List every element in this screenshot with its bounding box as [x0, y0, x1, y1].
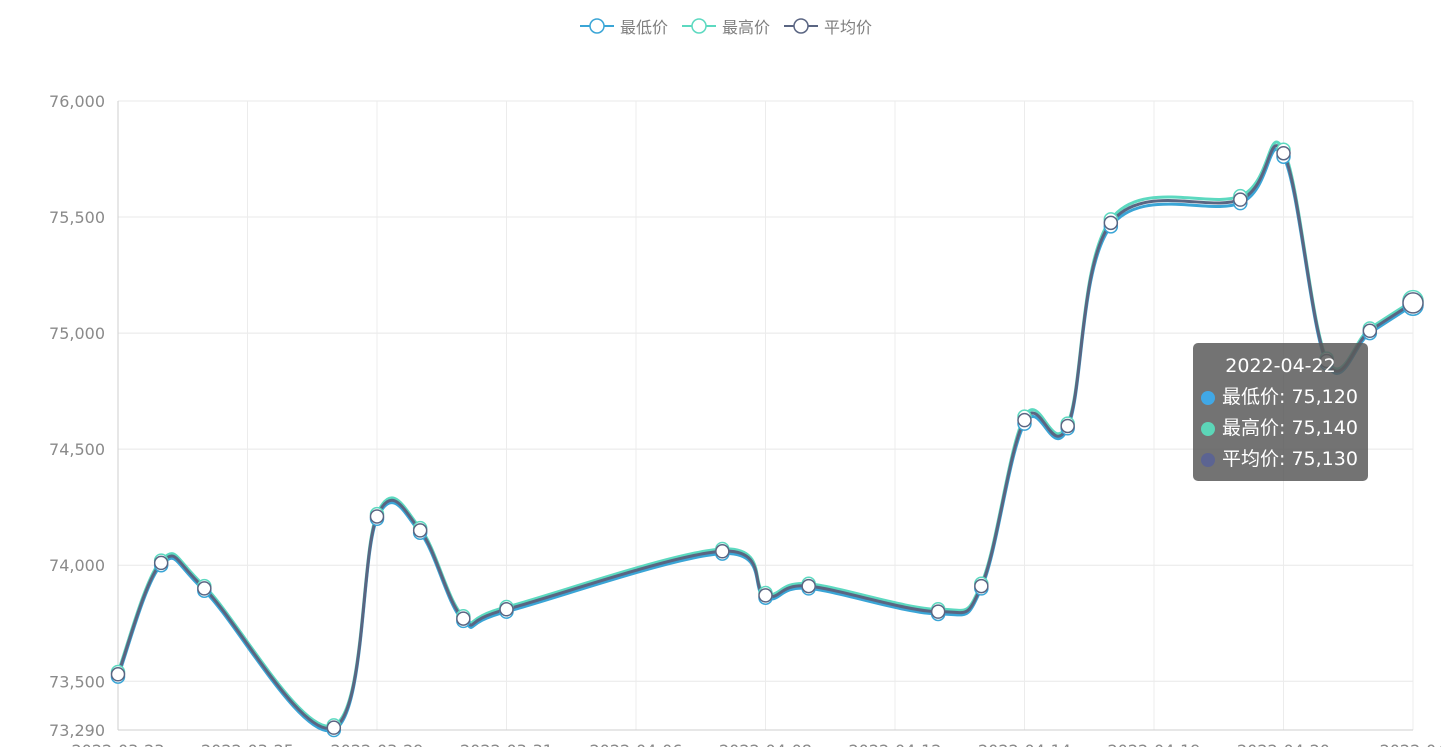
chart-tooltip: 2022-04-22 最低价: 75,120 最高价: 75,140 平均价: …	[1193, 343, 1368, 481]
data-point[interactable]	[1362, 323, 1378, 339]
data-point[interactable]	[801, 578, 816, 594]
x-tick-label: 2022-03-25	[201, 741, 294, 747]
legend-item-highest-price[interactable]: 最高价	[682, 14, 770, 38]
y-tick-label: 75,500	[49, 208, 105, 227]
data-point[interactable]	[326, 720, 342, 735]
data-point[interactable]	[715, 544, 730, 559]
data-point[interactable]	[153, 555, 169, 571]
tooltip-value: 最低价: 75,120	[1222, 386, 1358, 408]
x-tick-label: 2022-03-23	[72, 741, 165, 747]
legend-marker-icon	[682, 18, 717, 34]
legend-item-lowest-price[interactable]: 最低价	[580, 14, 668, 38]
tooltip-row-average: 平均价: 75,130	[1201, 444, 1360, 475]
y-tick-label: 75,000	[49, 324, 105, 343]
data-point[interactable]	[197, 581, 212, 596]
x-tick-label: 2022-03-29	[331, 741, 424, 747]
x-tick-label: 2022-04-20	[1237, 741, 1330, 747]
legend-marker-icon	[580, 18, 614, 34]
data-point[interactable]	[1060, 418, 1075, 434]
y-tick-label: 74,500	[49, 440, 105, 459]
grid-layer	[117, 100, 1414, 731]
data-point[interactable]	[974, 578, 989, 594]
y-tick-label: 73,290	[49, 721, 105, 740]
tooltip-row-lowest: 最低价: 75,120	[1201, 382, 1360, 413]
series-dot-icon	[1201, 452, 1215, 467]
y-tick-label: 76,000	[49, 92, 105, 111]
tooltip-value: 最高价: 75,140	[1222, 417, 1358, 439]
legend-label: 平均价	[824, 18, 873, 37]
axis-layer: 73,290 73,500 74,000 74,500 75,000 75,500 76,0…	[49, 92, 1441, 751]
data-point[interactable]	[369, 509, 385, 524]
x-tick-label: 2022-04-06	[590, 741, 683, 747]
point-layer	[110, 142, 1424, 738]
data-point[interactable]	[456, 611, 471, 626]
tooltip-row-highest: 最高价: 75,140	[1201, 413, 1360, 444]
data-point[interactable]	[1103, 215, 1119, 231]
series-dot-icon	[1201, 390, 1215, 405]
x-tick-label: 2022-04	[1380, 741, 1441, 747]
x-tick-label: 2022-04-12	[849, 741, 942, 747]
x-tick-label: 2022-04-19	[1108, 741, 1201, 747]
legend-item-average-price[interactable]: 平均价	[784, 14, 872, 38]
series-dot-icon	[1201, 421, 1215, 436]
x-tick-label: 2022-04-14	[978, 741, 1071, 747]
data-point[interactable]	[499, 602, 514, 617]
data-point[interactable]	[930, 604, 946, 619]
data-point[interactable]	[1402, 292, 1424, 314]
legend-label: 最高价	[722, 18, 771, 37]
legend-label: 最低价	[620, 18, 669, 37]
chart-legend: 最低价 最高价 平均价	[580, 14, 872, 38]
y-tick-label: 73,500	[49, 672, 105, 691]
legend-marker-icon	[784, 18, 819, 34]
data-point[interactable]	[1233, 192, 1248, 207]
data-point[interactable]	[1017, 412, 1032, 428]
data-point[interactable]	[1276, 145, 1291, 161]
x-tick-label: 2022-04-08	[719, 741, 812, 747]
tooltip-date: 2022-04-22	[1225, 355, 1336, 377]
x-tick-label: 2022-03-31	[460, 741, 553, 747]
tooltip-value: 平均价: 75,130	[1222, 448, 1358, 470]
data-point[interactable]	[758, 588, 773, 603]
data-point[interactable]	[110, 667, 126, 682]
y-tick-label: 74,000	[49, 556, 105, 575]
data-point[interactable]	[412, 523, 428, 538]
